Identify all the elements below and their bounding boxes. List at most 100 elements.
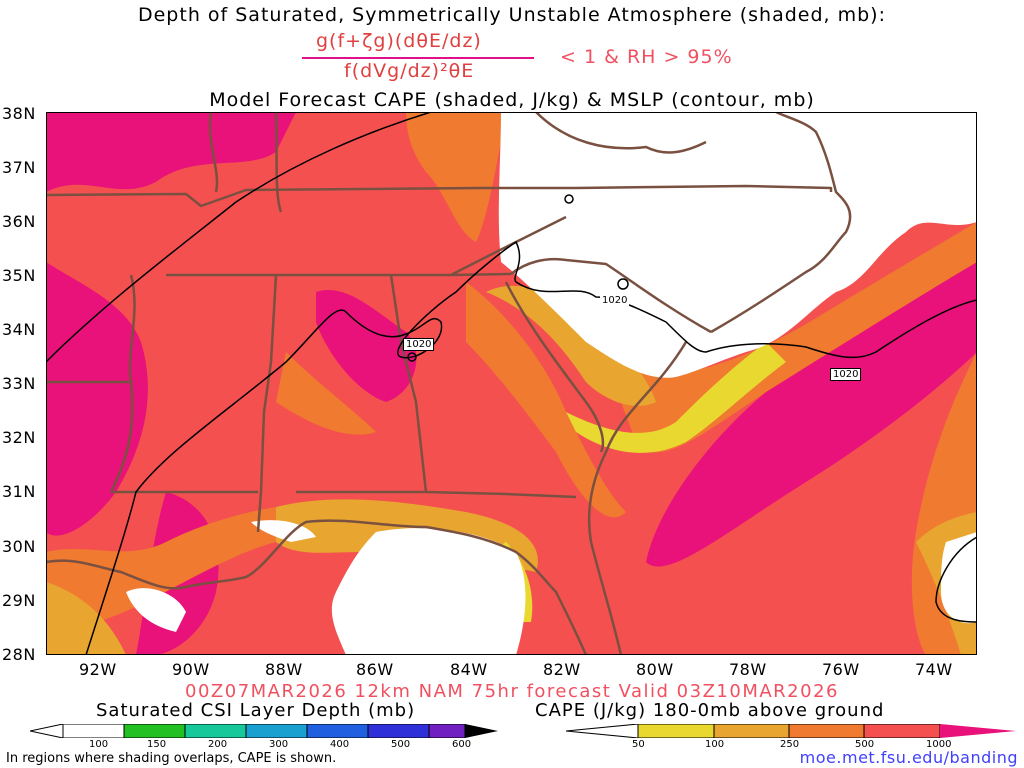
csi-tick-label: 150 [147, 739, 167, 750]
cape-tick-label: 1000 [926, 739, 952, 750]
gulf-coast [46, 519, 588, 655]
border-35n [166, 272, 512, 277]
lon-label: 76W [822, 660, 860, 679]
lat-label: 38N [2, 104, 36, 123]
csi-tick-label: 300 [269, 739, 289, 750]
title-line-1: Depth of Saturated, Symmetrically Unstab… [137, 4, 886, 26]
forecast-valid-line: 00Z07MAR2026 12km NAM 75hr forecast Vali… [185, 681, 839, 702]
mslp-contour-closed [564, 194, 574, 204]
al-ga-border [389, 274, 428, 493]
csi-bar-bin [123, 724, 186, 738]
lon-label: 78W [729, 660, 767, 679]
contour-label: 1020 [830, 368, 862, 381]
csi-bar-arrow-right [465, 724, 498, 738]
csi-bar-bin [184, 724, 247, 738]
lat-label: 33N [2, 374, 36, 393]
cape-bar-arrow-left [566, 724, 639, 738]
lat-label: 34N [2, 320, 36, 339]
cape-100-region [486, 285, 656, 406]
cape-1000-region [646, 262, 977, 567]
cape-1000-region [46, 112, 296, 192]
csi-bar-bin [367, 724, 430, 738]
cape-tick-label: 250 [780, 739, 800, 750]
cape-bar-bin [713, 724, 790, 738]
lat-label: 37N [2, 158, 36, 177]
cape-colorbar [566, 724, 1016, 738]
cape-1000-region [316, 290, 417, 402]
lon-label: 82W [543, 660, 581, 679]
overlap-note: In regions where shading overlaps, CAPE … [6, 751, 337, 766]
lat-label: 36N [2, 212, 36, 231]
cape-map: 1020 1020 1020 [46, 112, 977, 655]
cape-250-region [466, 282, 626, 518]
mslp-contour-closed [407, 352, 417, 362]
cape-tick-label: 50 [632, 739, 645, 750]
cape-bar-bin [637, 724, 715, 738]
csi-tick-label: 500 [391, 739, 411, 750]
gulf-no-cape [331, 528, 526, 655]
cape-250-region [606, 222, 977, 453]
no-cape-region [498, 112, 977, 378]
csi-colorbar [30, 724, 498, 738]
lon-label: 92W [79, 660, 117, 679]
cape-bar-bin [863, 724, 941, 738]
formula-condition: < 1 & RH > 95% [560, 46, 733, 68]
csi-bar-bin [306, 724, 369, 738]
formula-numerator: g(f+ζg)(dθE/dz) [316, 30, 482, 52]
mslp-contour-nw [46, 112, 432, 363]
mslp-contour-closed [617, 278, 629, 290]
va-border [535, 112, 707, 154]
csi-tick-label: 200 [208, 739, 228, 750]
cape-bar-title: CAPE (J/kg) 180-0mb above ground [535, 700, 885, 721]
ms-al-border [256, 274, 278, 533]
csi-tick-label: 100 [89, 739, 109, 750]
lat-label: 32N [2, 428, 36, 447]
mississippi-river [109, 274, 136, 493]
contour-label: 1020 [600, 295, 630, 306]
csi-bar-bin [245, 724, 308, 738]
fraction-bar [302, 57, 534, 59]
cape-50-region [566, 342, 786, 453]
mslp-contours [46, 112, 977, 655]
map-canvas [46, 112, 977, 655]
csi-bar-title: Saturated CSI Layer Depth (mb) [96, 700, 416, 721]
csi-bar-bin [62, 724, 125, 738]
lat-label: 31N [2, 482, 36, 501]
lat-label: 28N [2, 645, 36, 664]
ga-sc-border [504, 281, 605, 453]
lon-label: 74W [915, 660, 953, 679]
lon-label: 88W [265, 660, 303, 679]
cape-100-region [46, 582, 126, 655]
no-cape-region [941, 532, 977, 624]
lat-label: 29N [2, 591, 36, 610]
title-line-3: Model Forecast CAPE (shaded, J/kg) & MSL… [209, 89, 815, 111]
atlantic-coast [587, 341, 688, 655]
lon-label: 84W [450, 660, 488, 679]
gulf-no-cape [126, 588, 186, 632]
csi-tick-label: 600 [452, 739, 472, 750]
tn-river-2 [274, 112, 283, 213]
csi-bar-arrow-left [30, 724, 64, 738]
lon-label: 90W [172, 660, 210, 679]
lat-label: 35N [2, 266, 36, 285]
lon-label: 86W [356, 660, 394, 679]
mslp-contour-se [935, 536, 977, 623]
cape-tick-label: 100 [705, 739, 725, 750]
cape-bar-arrow-right [940, 724, 1016, 738]
source-url[interactable]: moe.met.fsu.edu/banding [799, 748, 1018, 767]
cape-250-region [406, 112, 506, 242]
mslp-contour-1020 [85, 240, 977, 655]
csi-tick-label: 400 [330, 739, 350, 750]
cape-250-region [276, 352, 376, 435]
lon-label: 80W [636, 660, 674, 679]
nc-coast [710, 112, 852, 334]
nc-sc-border [510, 257, 712, 334]
border-36-5n [46, 184, 833, 208]
cape-tick-label: 500 [855, 739, 875, 750]
tn-river [208, 112, 219, 193]
cape-bar-bin [788, 724, 865, 738]
contour-label: 1020 [403, 338, 435, 351]
lat-label: 30N [2, 537, 36, 556]
formula-denominator: f(dVg/dz)²θE [344, 60, 475, 82]
csi-bar-bin [428, 724, 466, 738]
